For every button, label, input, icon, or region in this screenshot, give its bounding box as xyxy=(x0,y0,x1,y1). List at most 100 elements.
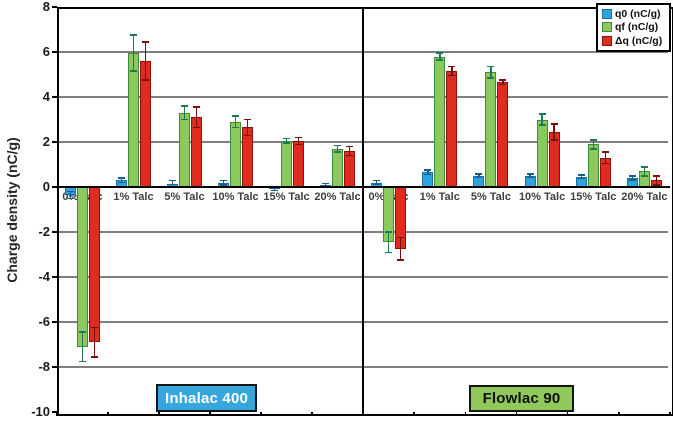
error-bar xyxy=(297,137,300,145)
y-tick-label: -4 xyxy=(38,269,50,284)
error-bar xyxy=(604,152,606,164)
x-category-label: 10% Talc xyxy=(212,191,259,203)
error-bar xyxy=(324,183,327,186)
error-bar xyxy=(246,119,249,136)
error-bar-cap xyxy=(397,259,405,261)
error-bar-cap xyxy=(601,162,609,165)
y-tick-label: -6 xyxy=(38,314,50,329)
x-category-label: 15% Talc xyxy=(570,191,617,203)
error-bar xyxy=(222,180,225,185)
legend-item-qf: qf (nC/g) xyxy=(602,21,669,35)
x-axis-tick xyxy=(566,412,569,416)
error-bar-cap xyxy=(373,179,381,182)
y-axis-tick xyxy=(52,96,57,98)
x-axis-tick xyxy=(311,412,313,416)
y-tick-label: 4 xyxy=(42,89,50,104)
bar-dq xyxy=(497,82,509,187)
error-bar xyxy=(81,332,84,362)
error-bar-cap xyxy=(499,83,507,86)
error-bar-cap xyxy=(130,70,137,72)
error-bar-cap xyxy=(79,331,86,333)
error-bar-cap xyxy=(220,179,227,181)
error-bar-cap xyxy=(436,59,444,61)
error-bar-cap xyxy=(652,184,660,186)
error-bar-cap xyxy=(142,41,149,43)
y-tick-label: -8 xyxy=(38,359,50,374)
bar-qf xyxy=(77,187,88,347)
error-bar-cap xyxy=(385,251,393,253)
x-axis-tick xyxy=(56,412,58,416)
bar-qf xyxy=(281,140,292,187)
y-axis-tick xyxy=(52,366,57,368)
error-bar xyxy=(387,232,390,253)
error-bar-cap xyxy=(526,176,534,179)
bar-qf xyxy=(485,72,497,187)
error-bar xyxy=(120,178,123,183)
bar-qf xyxy=(128,53,139,187)
x-axis-tick xyxy=(515,412,518,416)
bar-qf xyxy=(536,119,548,187)
error-bar xyxy=(655,175,658,185)
error-bar-cap xyxy=(232,126,239,129)
error-bar xyxy=(643,166,646,176)
error-bar-cap xyxy=(577,177,585,180)
error-bar-cap xyxy=(628,179,636,181)
bar-dq xyxy=(89,187,100,343)
error-bar-cap xyxy=(181,105,188,107)
error-bar-cap xyxy=(424,173,432,176)
error-bar xyxy=(234,116,237,128)
legend-swatch-q0 xyxy=(602,8,612,19)
legend-swatch-qf xyxy=(602,22,612,33)
bar-dq xyxy=(242,127,253,187)
x-category-label: 20% Talc xyxy=(314,191,361,203)
error-bar-cap xyxy=(397,236,405,239)
error-bar-cap xyxy=(589,139,597,141)
error-bar-cap xyxy=(577,174,585,176)
error-bar xyxy=(93,327,96,357)
error-bar-cap xyxy=(475,176,483,179)
legend-swatch-dq xyxy=(602,35,612,46)
x-axis-tick xyxy=(158,412,160,416)
x-category-label: 5% Talc xyxy=(470,191,511,203)
error-bar xyxy=(273,188,276,191)
error-bar-cap xyxy=(244,118,251,121)
error-bar-cap xyxy=(373,183,381,186)
error-bar-cap xyxy=(193,106,200,108)
error-bar xyxy=(183,106,186,120)
error-bar xyxy=(132,35,135,72)
error-bar-cap xyxy=(385,231,393,233)
x-axis-tick xyxy=(618,412,620,416)
legend-item-q0: q0 (nC/g) xyxy=(602,7,669,21)
panel-label-flowlac-90: Flowlac 90 xyxy=(469,385,574,412)
error-bar-cap xyxy=(499,79,507,81)
bar-qf xyxy=(587,144,599,187)
error-bar-cap xyxy=(538,113,546,115)
error-bar-cap xyxy=(271,189,278,192)
error-bar-cap xyxy=(550,139,558,141)
x-category-label: 5% Talc xyxy=(164,191,205,203)
error-bar-cap xyxy=(487,77,495,79)
error-bar-cap xyxy=(295,143,302,145)
y-axis-tick xyxy=(52,141,57,143)
x-category-label: 1% Talc xyxy=(113,191,154,203)
error-bar-cap xyxy=(424,169,432,171)
error-bar-cap xyxy=(526,173,534,175)
y-axis-tick xyxy=(52,6,57,8)
error-bar xyxy=(399,237,402,261)
y-tick-label: 6 xyxy=(42,44,50,59)
x-category-label: 15% Talc xyxy=(263,191,310,203)
y-axis-tick xyxy=(52,321,57,323)
x-category-label: 1% Talc xyxy=(419,191,460,203)
error-bar xyxy=(439,53,441,60)
y-tick-label: -10 xyxy=(31,404,50,419)
error-bar-cap xyxy=(67,190,74,193)
legend-item-dq: Δq (nC/g) xyxy=(602,34,669,48)
error-bar xyxy=(285,138,288,144)
error-bar-cap xyxy=(220,184,227,186)
bar-qf xyxy=(179,112,190,187)
error-bar-cap xyxy=(67,197,74,199)
error-bar-cap xyxy=(130,34,137,36)
x-axis-tick xyxy=(413,412,415,416)
error-bar-cap xyxy=(322,182,329,185)
legend: q0 (nC/g) qf (nC/g) Δq (nC/g) xyxy=(596,3,671,52)
